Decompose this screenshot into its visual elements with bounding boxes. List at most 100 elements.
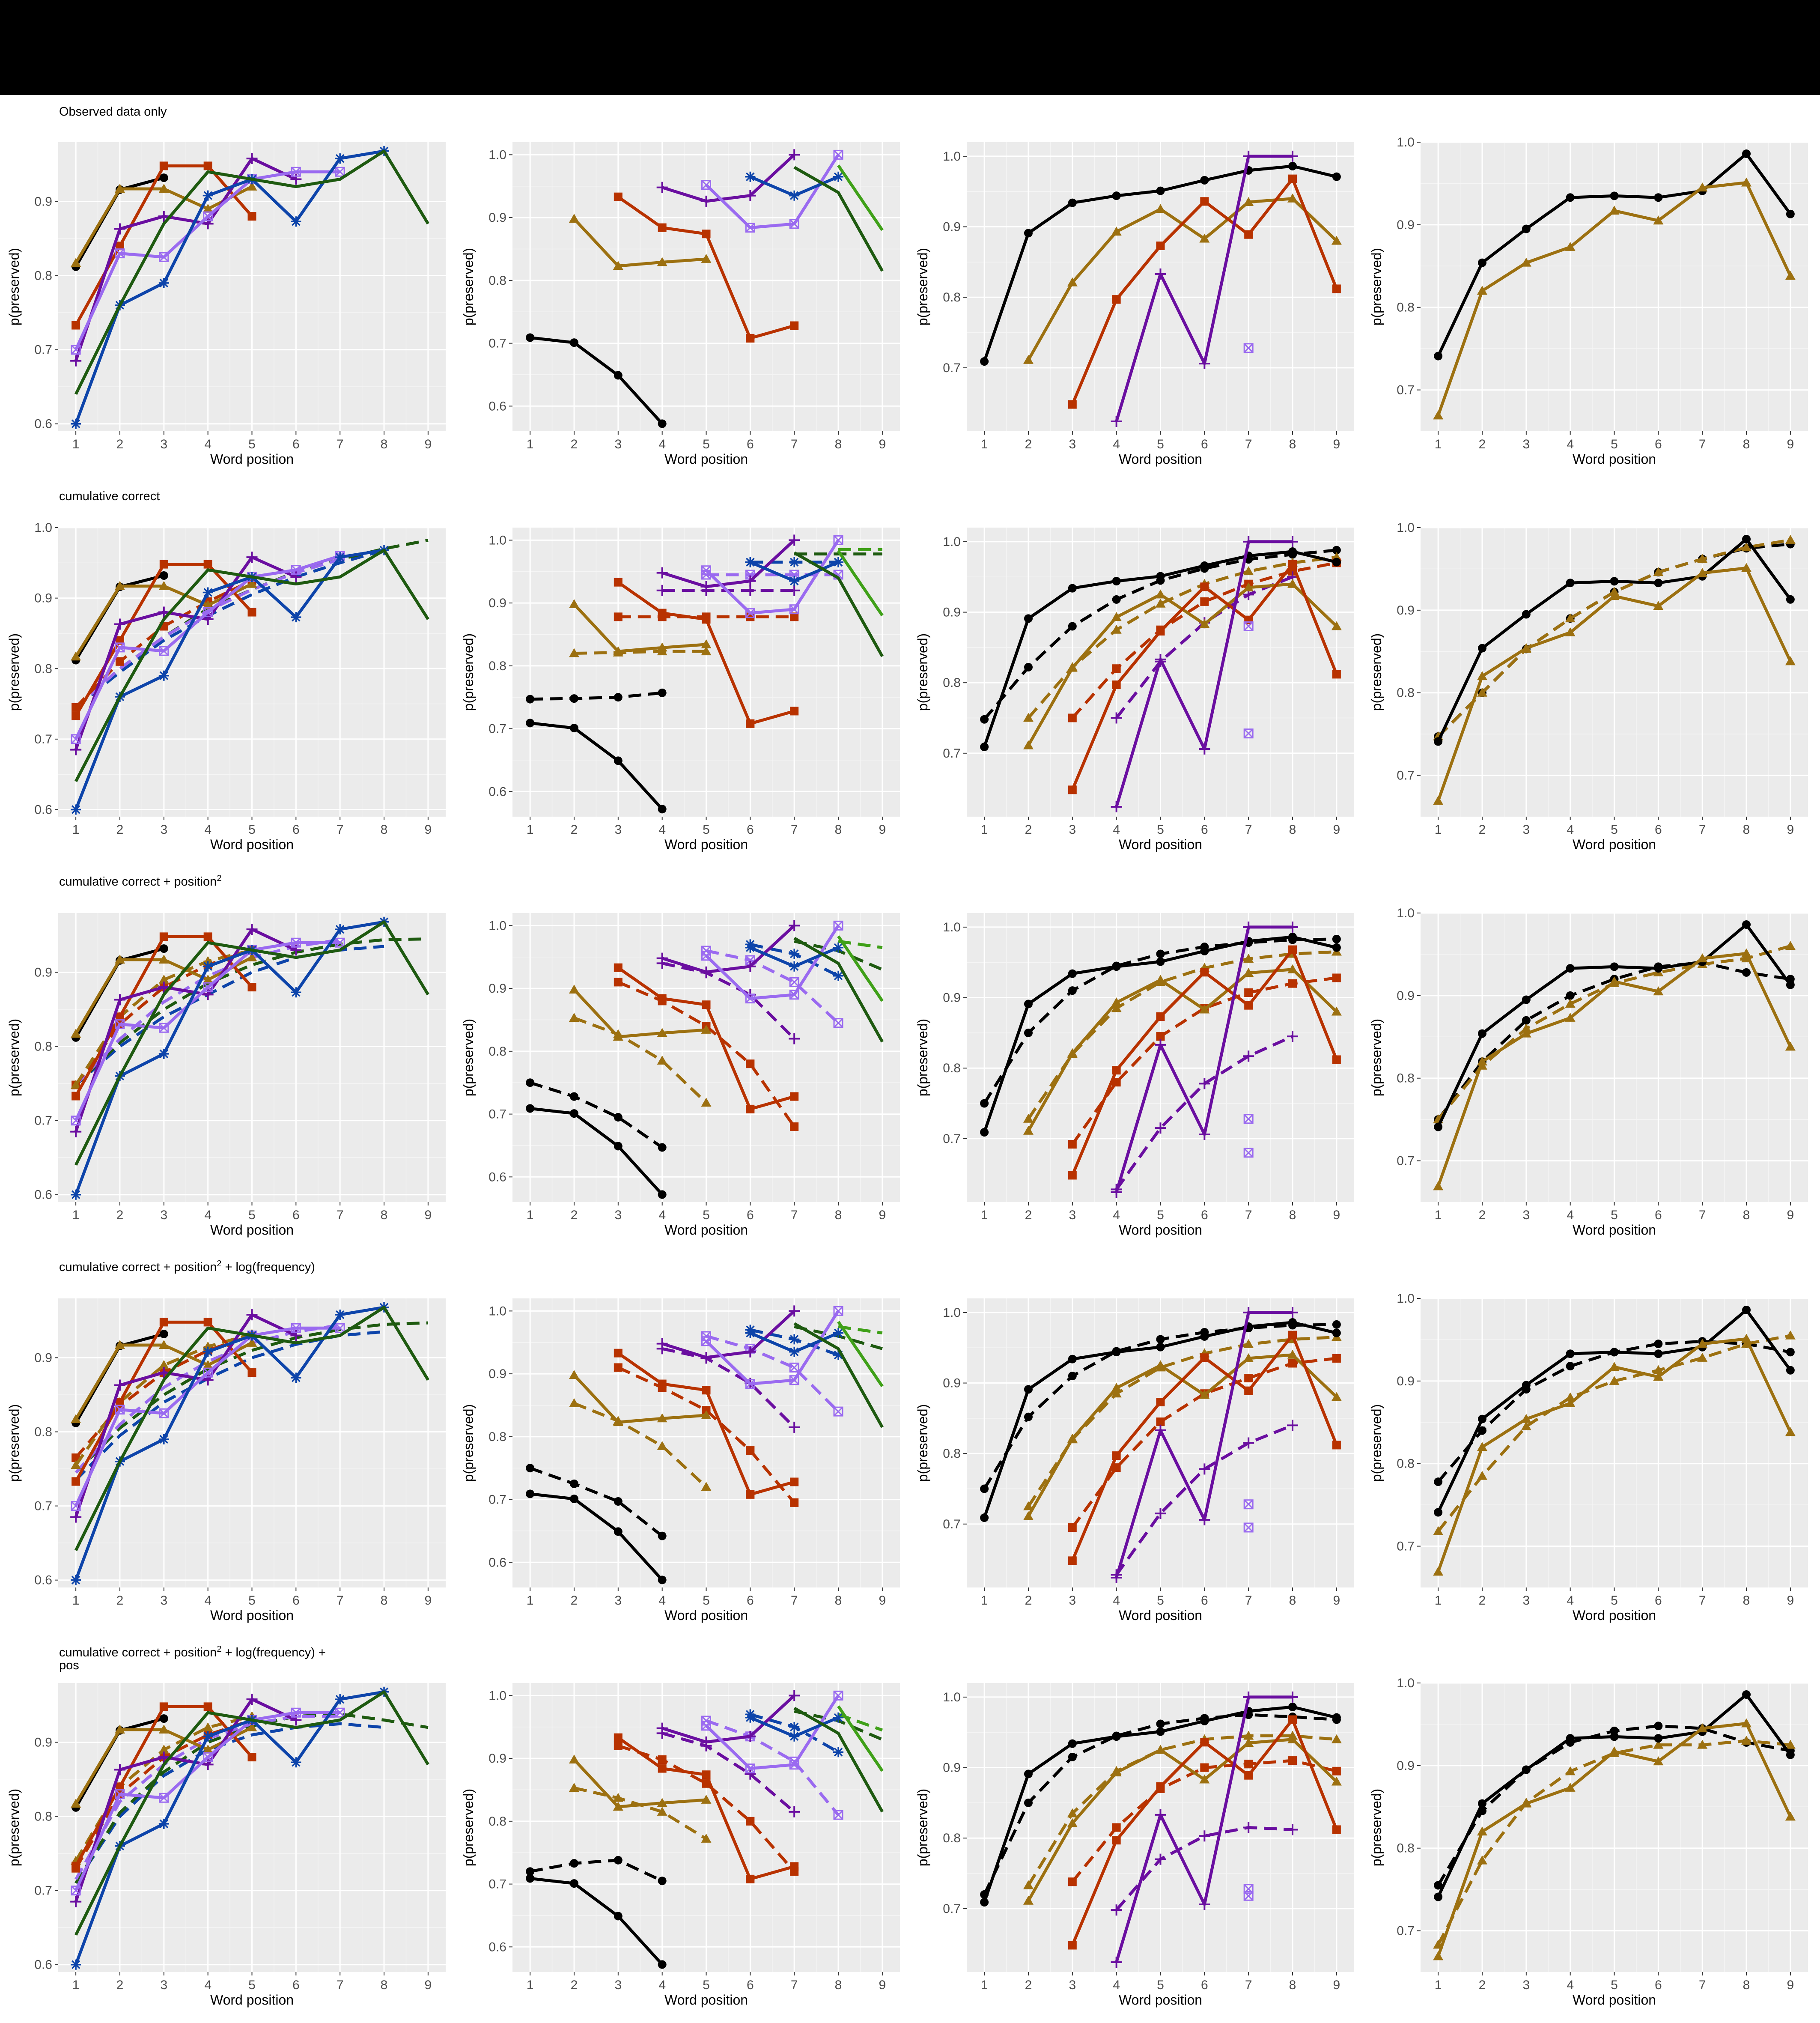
y-tick-label: 0.6 <box>489 399 506 413</box>
data-point-square <box>1068 1556 1077 1565</box>
data-point-square <box>1200 197 1209 206</box>
data-point-triangle <box>1155 204 1166 213</box>
data-point-triangle <box>1111 1383 1122 1392</box>
x-tick-label: 9 <box>879 1208 886 1222</box>
data-point-square <box>1244 1771 1253 1780</box>
data-point-triangle <box>1111 1003 1122 1012</box>
x-tick-label: 7 <box>1245 437 1252 451</box>
data-point-triangle <box>657 1413 667 1423</box>
data-point-plus <box>114 618 125 630</box>
data-point-triangle <box>1331 1392 1342 1401</box>
data-point-plus <box>158 211 170 222</box>
series-line <box>837 1705 884 1772</box>
data-point-star <box>833 557 844 567</box>
y-axis-label: p(preserved) <box>1369 1404 1384 1482</box>
data-point-plus <box>1287 1307 1299 1318</box>
data-point-square <box>203 932 212 941</box>
data-point-square <box>1288 945 1297 954</box>
x-tick-label: 3 <box>1069 437 1076 451</box>
x-tick-label: 1 <box>981 1208 988 1222</box>
fitted-series <box>838 1325 883 1335</box>
data-point-star <box>203 1346 213 1357</box>
data-point-circle <box>1477 1414 1486 1423</box>
data-point-star <box>71 1189 81 1200</box>
data-point-star <box>789 1722 800 1732</box>
y-tick-label: 0.8 <box>1397 1841 1415 1856</box>
data-point-square <box>790 1122 799 1131</box>
data-point-triangle <box>1565 999 1576 1008</box>
data-point-square <box>1068 713 1077 722</box>
row-title-sup: 2 <box>217 1259 221 1268</box>
data-point-circle <box>1477 1029 1486 1038</box>
series-line <box>530 691 663 701</box>
data-point-boxx <box>71 1501 81 1511</box>
panel-r1-c2: 0.6 0.7 0.8 0.9 1.0 1 2 3 4 5 6 7 8 9 Word position p(p… <box>461 142 900 467</box>
data-point-plus <box>700 195 712 207</box>
data-point-triangle <box>1653 1740 1664 1749</box>
data-point-star <box>789 961 800 972</box>
data-point-boxx <box>789 990 799 1000</box>
panel-r2-c3: 0.7 0.8 0.9 1.0 1 2 3 4 5 6 7 8 9 Word position p(pres… <box>915 528 1354 852</box>
x-tick-label: 9 <box>1333 1978 1340 1992</box>
data-point-plus <box>1199 358 1210 369</box>
x-tick-label: 6 <box>1655 437 1662 451</box>
data-point-circle <box>1332 943 1341 952</box>
data-point-square <box>159 560 168 569</box>
data-point-triangle <box>158 955 169 964</box>
data-point-square <box>1200 1763 1209 1772</box>
data-point-triangle <box>203 1744 213 1754</box>
data-point-circle <box>1068 584 1077 593</box>
series-line <box>661 539 795 588</box>
observed-series <box>701 535 843 618</box>
x-tick-label: 5 <box>703 437 710 451</box>
data-point-circle <box>1610 191 1619 200</box>
data-point-boxx <box>745 1379 755 1389</box>
y-tick-label: 0.7 <box>34 1114 52 1128</box>
x-tick-label: 1 <box>72 1593 80 1608</box>
panel-r4-c3: 0.7 0.8 0.9 1.0 1 2 3 4 5 6 7 8 9 Word position p(pres… <box>915 1298 1354 1623</box>
y-tick-label: 0.6 <box>34 417 52 431</box>
data-point-circle <box>1112 1732 1121 1741</box>
series-line <box>838 1325 883 1335</box>
observed-series <box>1433 1334 1796 1576</box>
y-tick-label: 0.7 <box>489 1493 506 1507</box>
panel-r2-c4: 0.7 0.8 0.9 1.0 1 2 3 4 5 6 7 8 9 Word position p(pres… <box>1369 521 1808 852</box>
data-point-triangle <box>1697 1339 1708 1348</box>
x-tick-label: 1 <box>527 1208 534 1222</box>
data-point-circle <box>658 688 667 697</box>
fitted-series <box>526 688 667 704</box>
data-point-boxx <box>1243 1891 1254 1901</box>
data-point-circle <box>1024 1412 1033 1421</box>
x-tick-label: 5 <box>1157 1978 1164 1992</box>
data-point-star <box>158 1048 169 1059</box>
y-tick-label: 0.9 <box>1397 218 1415 232</box>
data-point-boxx <box>789 219 799 229</box>
data-point-triangle <box>1155 1360 1166 1370</box>
x-tick-label: 1 <box>1435 823 1442 837</box>
data-point-triangle <box>1697 1723 1708 1733</box>
data-point-boxx <box>203 1367 213 1378</box>
x-axis-label: Word position <box>1119 837 1202 852</box>
data-point-triangle <box>1067 1808 1078 1817</box>
data-point-circle <box>1200 176 1209 185</box>
x-tick-label: 4 <box>1567 1593 1574 1608</box>
observed-series <box>656 149 800 207</box>
data-point-triangle <box>1785 941 1796 950</box>
x-tick-label: 4 <box>204 1593 211 1608</box>
data-point-triangle <box>158 184 169 193</box>
data-point-triangle <box>158 581 169 590</box>
panel-r5-c2: 0.6 0.7 0.8 0.9 1.0 1 2 3 4 5 6 7 8 9 Word position p(p… <box>461 1683 900 2008</box>
x-tick-label: 8 <box>1289 823 1296 837</box>
data-point-circle <box>1068 1372 1077 1381</box>
x-tick-label: 9 <box>1787 437 1794 451</box>
observed-series <box>837 935 884 1002</box>
y-tick-label: 0.8 <box>943 1061 961 1075</box>
x-tick-label: 1 <box>72 823 80 837</box>
y-tick-label: 1.0 <box>1397 1676 1415 1690</box>
x-tick-label: 5 <box>1157 1593 1164 1608</box>
data-point-triangle <box>1243 1737 1254 1747</box>
y-tick-label: 1.0 <box>1397 521 1415 535</box>
y-axis-label: p(preserved) <box>461 1404 476 1482</box>
x-tick-label: 1 <box>1435 1208 1442 1222</box>
series-line <box>793 1322 884 1428</box>
